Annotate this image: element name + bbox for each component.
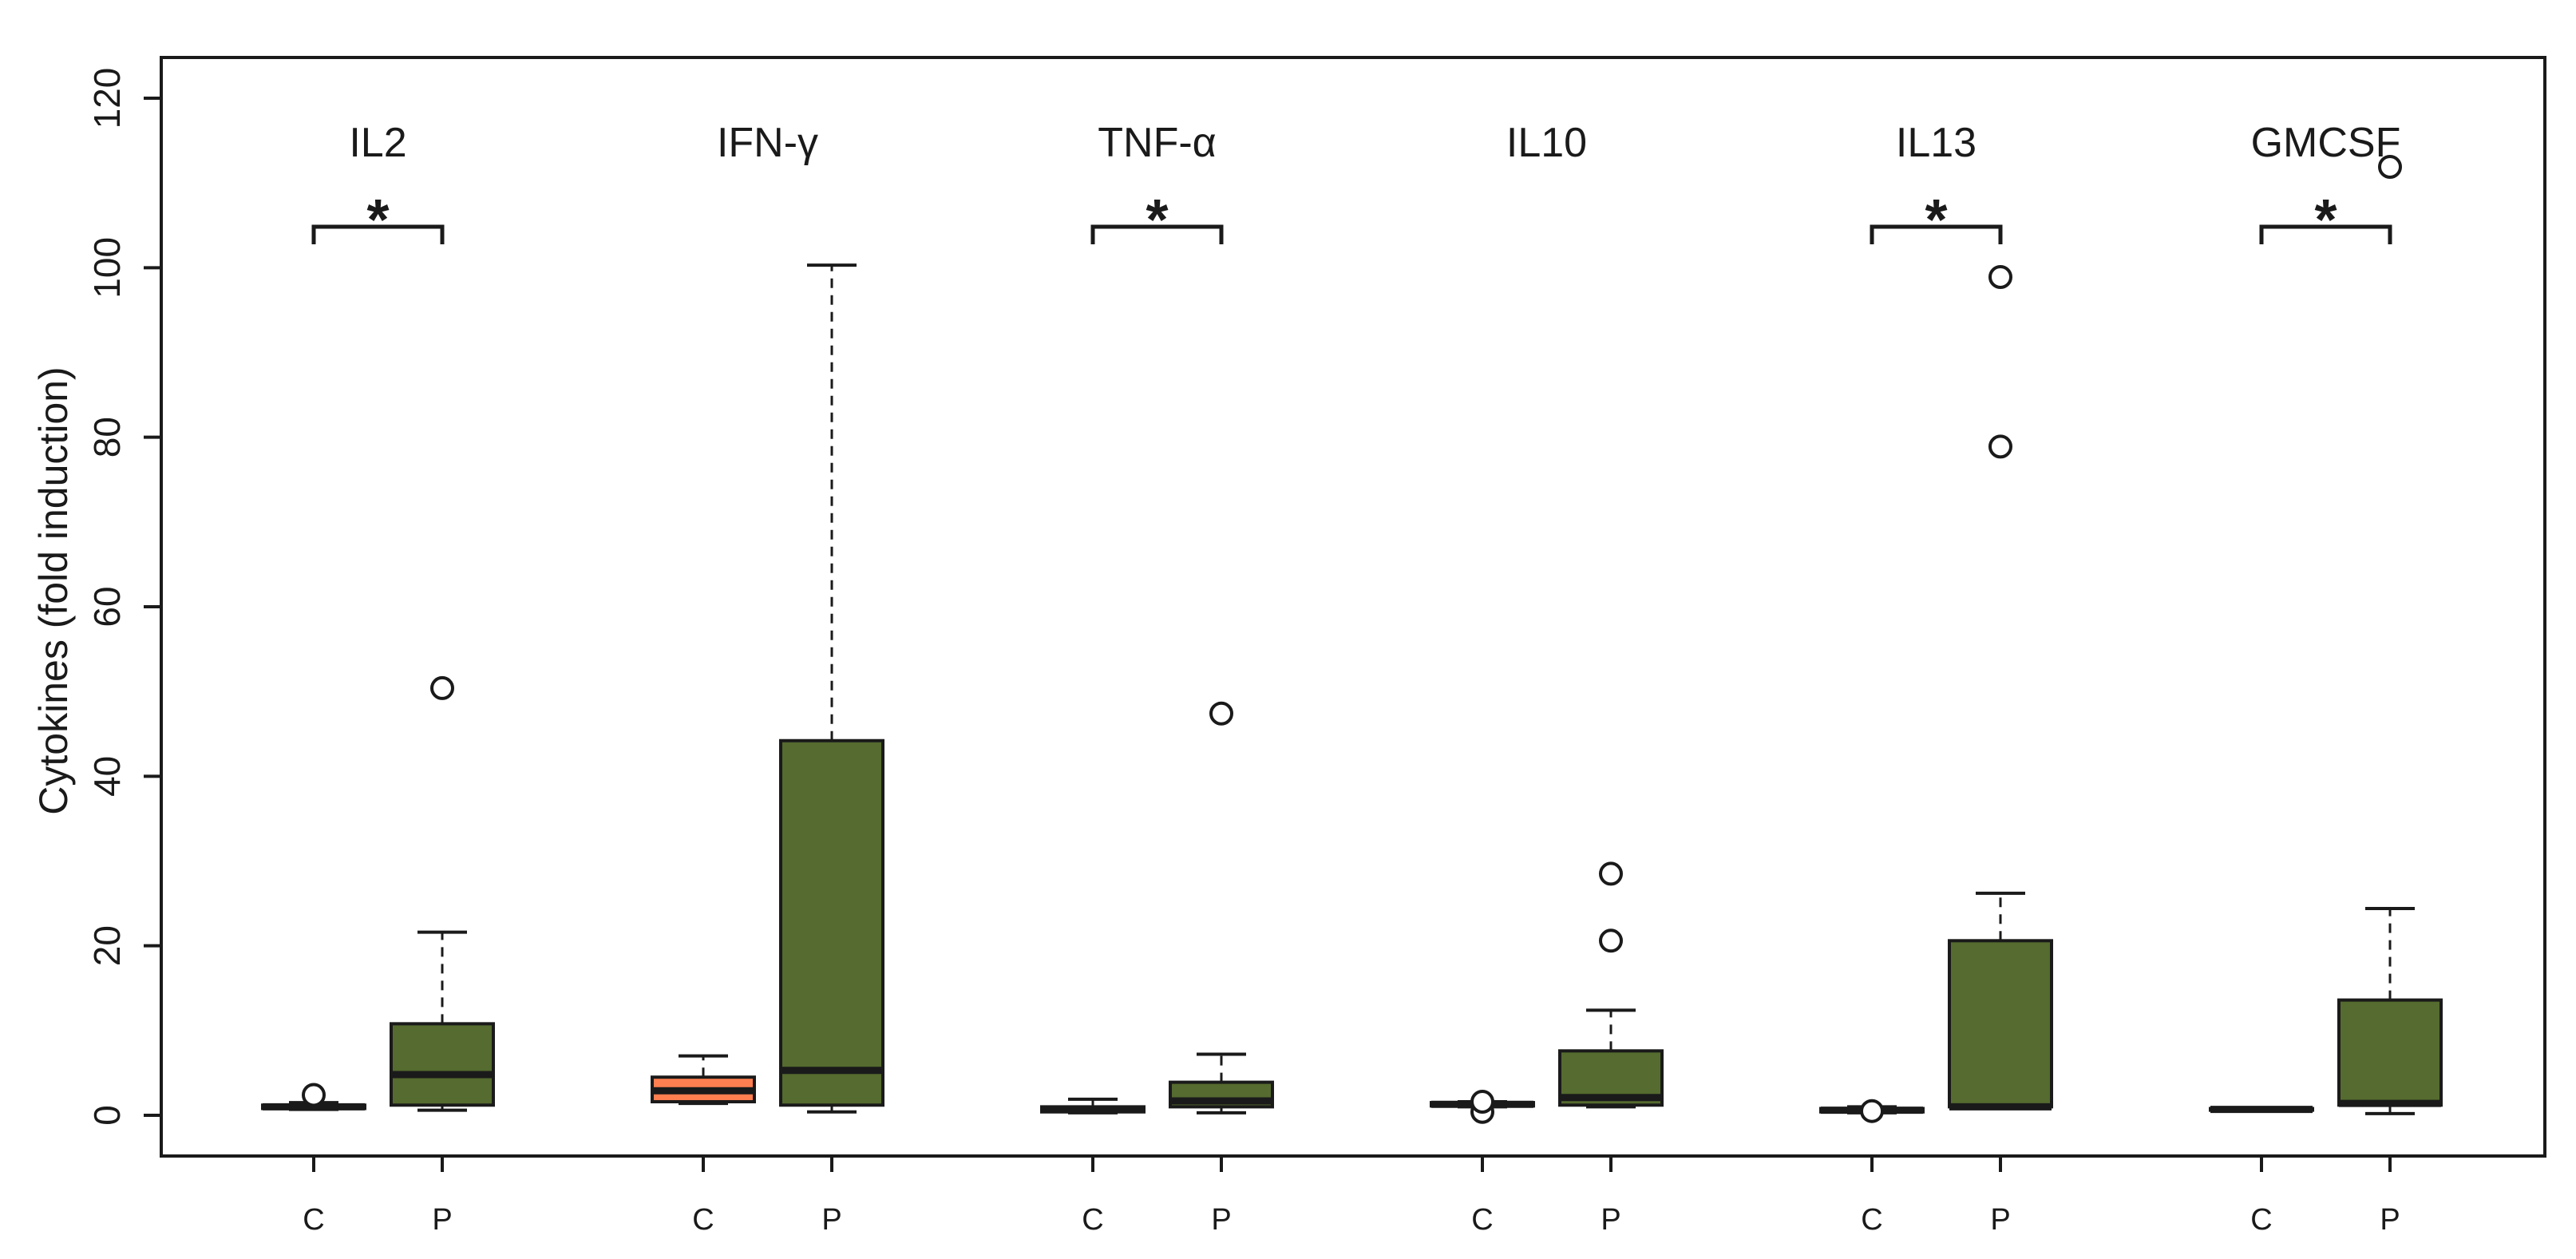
panel-title: IL2 — [349, 120, 406, 166]
box-p: P — [1948, 265, 2053, 1237]
panel-il2: IL2 * C P — [261, 120, 495, 1237]
x-tick-label: C — [2250, 1203, 2272, 1237]
plot-frame — [160, 56, 2546, 1158]
panels: IL2 * C P IFN-γ C P TNF-α * C P IL10 C P IL13 * C P GMCSF *… — [261, 120, 2443, 1237]
box-c: C — [651, 1054, 756, 1237]
significance-marker: * — [366, 188, 389, 252]
y-tick-label: 100 — [86, 237, 128, 299]
outlier-point — [1988, 265, 2012, 290]
y-axis: 0 20 40 60 80 100 120 — [86, 68, 163, 1126]
box-iqr — [779, 738, 884, 1107]
box-c: C — [1040, 1097, 1146, 1237]
x-tick-label: C — [1861, 1203, 1882, 1237]
significance-marker: * — [1146, 188, 1168, 252]
x-tick-label: C — [1082, 1203, 1103, 1237]
panel-il10: IL10 C P — [1430, 120, 1664, 1237]
outlier-point — [1988, 434, 2012, 459]
significance-marker: * — [1925, 188, 1947, 252]
box-c: C — [2209, 1106, 2314, 1237]
outlier-point — [430, 675, 454, 700]
panel-title: IFN-γ — [717, 120, 818, 166]
outlier-point — [1209, 701, 1233, 726]
significance-marker: * — [2314, 188, 2337, 252]
x-tick-label: C — [692, 1203, 714, 1237]
box-p: P — [1558, 861, 1664, 1237]
x-tick-label: P — [1211, 1203, 1231, 1237]
x-tick-label: P — [821, 1203, 841, 1237]
significance-bracket — [1870, 224, 2003, 244]
box-iqr — [2337, 998, 2443, 1107]
box-iqr — [1948, 939, 2053, 1109]
y-tick-label: 20 — [86, 925, 128, 966]
x-tick-label: P — [432, 1203, 452, 1237]
box-c: C — [1430, 1090, 1535, 1237]
panel-ifn: IFN-γ C P — [651, 120, 884, 1237]
outlier-point — [1599, 928, 1623, 953]
outlier-point — [2378, 154, 2402, 179]
outlier-point — [1599, 861, 1623, 886]
y-axis-label: Cytokines (fold induction) — [31, 366, 76, 814]
box-p: P — [390, 675, 495, 1237]
significance-bracket — [1090, 224, 1224, 244]
x-tick-label: P — [1990, 1203, 2010, 1237]
outlier-point — [1470, 1090, 1494, 1114]
outlier-point — [302, 1083, 326, 1107]
box-c: C — [1819, 1099, 1925, 1237]
box-c: C — [261, 1083, 366, 1237]
outlier-point — [1860, 1099, 1884, 1123]
box-iqr — [390, 1022, 495, 1107]
box-p: P — [2337, 154, 2443, 1237]
significance-bracket — [311, 224, 445, 244]
panel-title: GMCSF — [2251, 120, 2401, 166]
x-tick-label: P — [1601, 1203, 1620, 1237]
box-p: P — [779, 263, 884, 1237]
panel-tnf: TNF-α * C P — [1040, 120, 1274, 1237]
y-tick-label: 0 — [86, 1105, 128, 1126]
x-tick-label: C — [1471, 1203, 1493, 1237]
panel-title: TNF-α — [1098, 120, 1216, 166]
x-tick-label: P — [2380, 1203, 2400, 1237]
panel-gmcsf: GMCSF * C P — [2209, 120, 2443, 1237]
significance-bracket — [2259, 224, 2392, 244]
box-p: P — [1169, 701, 1274, 1237]
y-tick-label: 120 — [86, 68, 128, 129]
y-tick-label: 60 — [86, 586, 128, 627]
y-tick-label: 80 — [86, 417, 128, 457]
x-tick-label: C — [303, 1203, 324, 1237]
panel-title: IL10 — [1506, 120, 1587, 166]
y-tick-label: 40 — [86, 756, 128, 797]
panel-il13: IL13 * C P — [1819, 120, 2053, 1237]
panel-title: IL13 — [1896, 120, 1977, 166]
